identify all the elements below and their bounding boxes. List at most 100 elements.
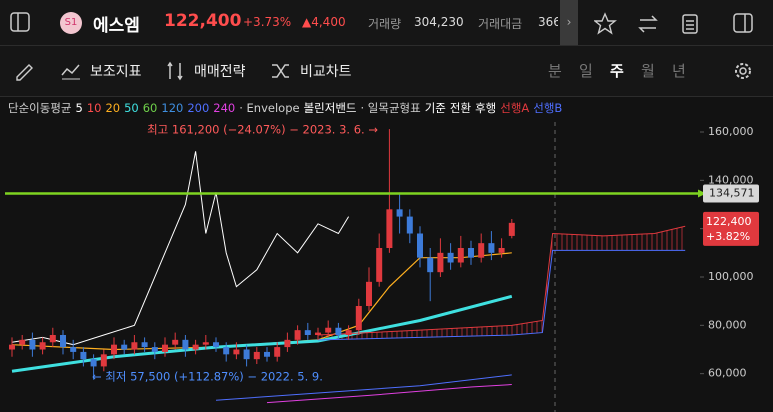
legend-item: 50 <box>124 101 139 115</box>
candle-body <box>355 306 362 331</box>
legend-item: 단순이동평균 <box>8 101 71 115</box>
candle-body <box>111 344 117 355</box>
candle-body <box>478 243 485 258</box>
indicator-line <box>215 374 512 401</box>
legend-item: 120 <box>161 101 183 115</box>
volume: 304,230 <box>414 15 464 29</box>
volume-label: 거래량 <box>368 17 402 31</box>
candle-body <box>49 335 56 343</box>
y-tick-label: 140,000 <box>708 173 754 186</box>
compare-button[interactable]: 비교차트 <box>300 64 352 80</box>
candle-body <box>192 344 199 350</box>
legend-item: 후행 <box>475 101 496 115</box>
candle-body <box>284 339 291 348</box>
candle-body <box>121 344 128 350</box>
header-icons <box>594 12 753 35</box>
legend: 단순이동평균 5 10 20 50 60 120 200 240 · Envelope 볼린저밴드 ·… <box>8 101 562 115</box>
stock-name[interactable]: 에스엠 <box>93 16 140 36</box>
change: ▲4,400 <box>302 15 346 29</box>
candle-body <box>253 351 260 360</box>
y-tick-label: 160,000 <box>708 125 754 138</box>
favorite[interactable] <box>594 12 617 35</box>
candle-body <box>243 349 250 360</box>
legend-item: 볼린저밴드 <box>304 101 357 115</box>
candle-body <box>202 342 209 345</box>
indicator-line <box>317 225 686 336</box>
period-tab[interactable]: 일 <box>579 62 593 80</box>
amount: 366 <box>538 15 558 29</box>
panel-toggle[interactable] <box>10 12 32 34</box>
period-tab[interactable]: 년 <box>672 62 686 80</box>
price: 122,400 <box>164 11 242 31</box>
header: S1 에스엠 122,400 +3.73% ▲4,400 거래량 304,230… <box>0 0 773 46</box>
candle-body <box>376 247 383 282</box>
strategy-button[interactable]: 매매전략 <box>194 64 246 80</box>
candle-body <box>396 209 403 217</box>
legend-item: 20 <box>105 101 120 115</box>
side-panel[interactable] <box>733 13 753 33</box>
draw-tool[interactable] <box>14 60 36 82</box>
indicator-line <box>11 151 350 346</box>
legend-item: 200 <box>187 101 209 115</box>
y-tick-label: 100,000 <box>708 270 754 283</box>
candle-body <box>457 247 464 263</box>
candle-body <box>233 349 240 355</box>
candle-body <box>264 351 270 357</box>
candle-body <box>417 233 423 258</box>
legend-item: 5 <box>75 101 82 115</box>
y-tick-label: 60,000 <box>708 367 747 380</box>
scroll-arrow[interactable]: › <box>560 0 578 45</box>
candle-body <box>29 339 36 350</box>
candle-body <box>172 339 179 345</box>
settings[interactable] <box>732 60 754 82</box>
candle-body <box>9 344 15 350</box>
y-tick-label: 80,000 <box>708 318 747 331</box>
period-tab[interactable]: 분 <box>548 62 562 80</box>
candle-body <box>294 330 301 340</box>
logo: S1 <box>60 12 82 34</box>
hline-tag <box>703 184 759 203</box>
candle-body <box>80 351 87 360</box>
legend-item: · Envelope <box>239 101 299 115</box>
change-pct: +3.73% <box>243 15 292 29</box>
candle-body <box>182 339 189 350</box>
candle-body <box>274 347 281 357</box>
candle-body <box>90 359 97 367</box>
candle-body <box>19 339 26 345</box>
legend-item: 전환 <box>450 101 472 115</box>
candle-body <box>304 330 311 336</box>
period-tab[interactable]: 주 <box>610 62 624 80</box>
strategy-icon <box>167 61 183 81</box>
period-tab[interactable]: 월 <box>641 62 655 80</box>
legend-item: 10 <box>87 101 102 115</box>
compare-icon <box>272 64 289 78</box>
candle-body <box>162 344 168 352</box>
indicator-button[interactable]: 보조지표 <box>90 64 142 80</box>
candle-body <box>223 347 230 355</box>
candle-body <box>437 252 444 273</box>
price-tag <box>703 211 759 246</box>
low-annotation: ← 최저 57,500 (+112.87%) − 2022. 5. 9. <box>92 370 323 384</box>
horizontal-line-arrow <box>698 189 706 198</box>
swap[interactable] <box>638 15 658 33</box>
candle-body <box>498 247 505 253</box>
candle-body <box>70 347 77 352</box>
candle-body <box>386 209 393 248</box>
memo[interactable] <box>682 14 698 34</box>
legend-item: 선행B <box>533 101 562 115</box>
candle-body <box>60 335 66 348</box>
candle-body <box>141 342 148 348</box>
indicator-line <box>11 294 513 373</box>
legend-item: 240 <box>213 101 235 115</box>
legend-item: 선행A <box>500 101 529 115</box>
legend-item: 60 <box>143 101 158 115</box>
candle-body <box>508 222 515 236</box>
amount-label: 거래대금 <box>478 17 523 31</box>
legend-item: 기준 <box>425 101 446 115</box>
candle-body <box>151 347 158 352</box>
high-annotation: 최고 161,200 (−24.07%) − 2023. 3. 6. → <box>147 123 378 137</box>
candle-body <box>488 243 495 253</box>
candle-body <box>468 247 474 258</box>
